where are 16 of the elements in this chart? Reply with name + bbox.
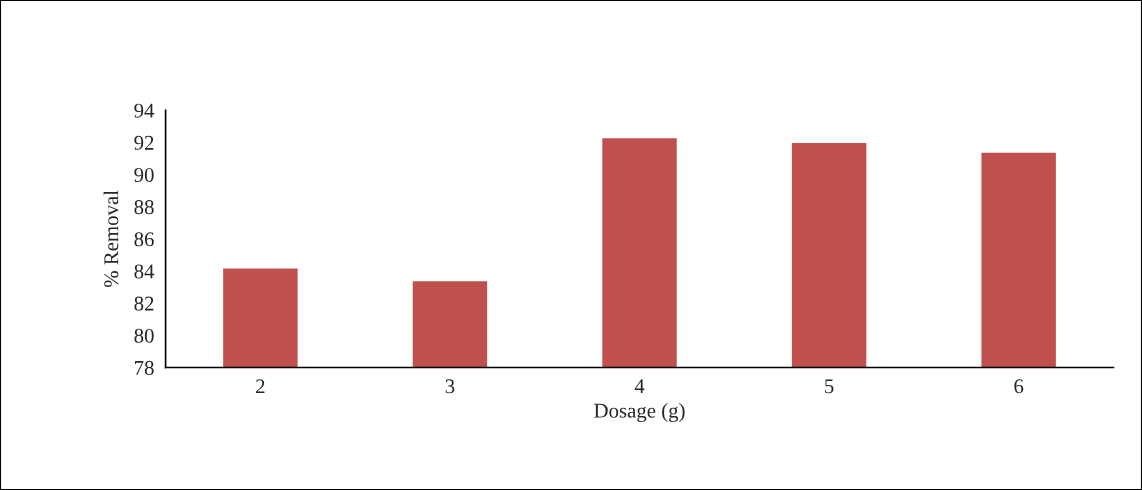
x-axis-title: Dosage (g)	[594, 403, 685, 423]
y-tick-label: 92	[134, 135, 154, 150]
x-tick-label: 2	[256, 379, 265, 394]
y-tick-label: 86	[134, 232, 154, 247]
x-tick-label: 5	[825, 379, 834, 394]
x-tick-label: 4	[634, 379, 645, 394]
y-tick-label: 80	[134, 328, 154, 343]
y-axis-title: % Removal	[103, 190, 119, 288]
y-tick-label: 84	[134, 264, 155, 279]
y-tick-label: 78	[135, 360, 154, 375]
y-tick-label: 88	[134, 200, 154, 215]
y-tick-label: 90	[134, 167, 154, 182]
x-tick-label: 6	[1014, 379, 1024, 394]
x-tick-label: 3	[445, 379, 455, 394]
y-tick-label: 94	[134, 103, 155, 118]
y-tick-label: 82	[134, 296, 154, 311]
